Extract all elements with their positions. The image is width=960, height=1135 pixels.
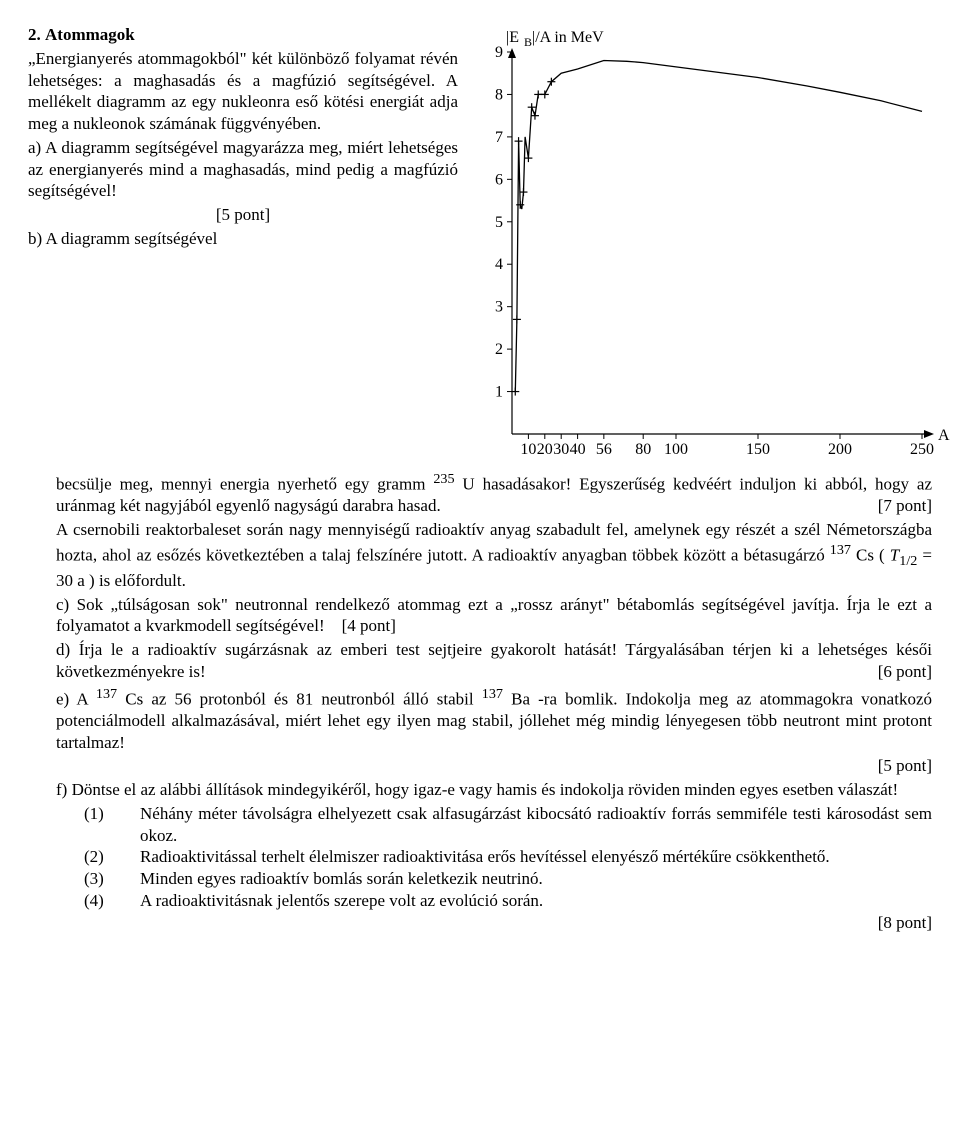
e-pre: e) A <box>56 689 96 708</box>
item-text: Néhány méter távolságra elhelyezett csak… <box>140 803 932 847</box>
list-item: (3) Minden egyes radioaktív bomlás során… <box>84 868 932 890</box>
item-text: Minden egyes radioaktív bomlás során kel… <box>140 868 932 890</box>
part-a: a) A diagramm segítségével magyarázza me… <box>28 137 458 202</box>
part-b-body: becsülje meg, mennyi energia nyerhető eg… <box>56 470 932 517</box>
e-sup1: 137 <box>96 686 117 702</box>
svg-text:30: 30 <box>553 441 569 458</box>
u235-sup: 235 <box>433 471 454 487</box>
svg-text:B: B <box>524 35 532 49</box>
svg-text:40: 40 <box>570 441 586 458</box>
svg-text:1: 1 <box>495 384 503 401</box>
svg-text:100: 100 <box>664 441 688 458</box>
item-text: A radioaktivitásnak jelentős szerepe vol… <box>140 890 932 912</box>
svg-text:56: 56 <box>596 441 612 458</box>
svg-text:|/A in MeV: |/A in MeV <box>532 29 604 46</box>
svg-text:3: 3 <box>495 299 503 316</box>
svg-text:5: 5 <box>495 214 503 231</box>
problem-title: Atommagok <box>45 25 135 44</box>
svg-text:9: 9 <box>495 44 503 61</box>
part-b-points: [7 pont] <box>878 495 932 517</box>
e-mid1: Cs az 56 protonból és 81 neutronból álló… <box>117 689 482 708</box>
part-d-points: [6 pont] <box>878 661 932 683</box>
svg-text:6: 6 <box>495 171 503 188</box>
statements-list: (1) Néhány méter távolságra elhelyezett … <box>84 803 932 912</box>
problem-number: 2. <box>28 25 41 44</box>
svg-text:2: 2 <box>495 341 503 358</box>
item-number: (3) <box>84 868 140 890</box>
part-f: f) Döntse el az alábbi állítások mindegy… <box>56 779 932 801</box>
cs-text: Cs ( <box>851 545 890 564</box>
svg-text:80: 80 <box>635 441 651 458</box>
halflife-sub: 1/2 <box>899 553 917 569</box>
part-b-prefix: b) A diagramm segítségével <box>28 228 458 250</box>
halflife-T: T <box>890 545 899 564</box>
chern-text-1: A csernobili reaktorbaleset során nagy m… <box>56 520 932 564</box>
binding-energy-chart: |EB|/A in MeVA12345678910203040568010015… <box>470 24 950 464</box>
item-number: (4) <box>84 890 140 912</box>
svg-text:20: 20 <box>537 441 553 458</box>
svg-text:A: A <box>938 427 950 444</box>
svg-text:150: 150 <box>746 441 770 458</box>
b-text-1: becsülje meg, mennyi energia nyerhető eg… <box>56 474 433 493</box>
item-number: (2) <box>84 846 140 868</box>
svg-text:4: 4 <box>495 256 503 273</box>
e-sup2: 137 <box>482 686 503 702</box>
cs137-sup: 137 <box>830 542 851 558</box>
intro-paragraph: „Energianyerés atommagokból" két különbö… <box>28 48 458 135</box>
svg-text:7: 7 <box>495 129 503 146</box>
c-text: c) Sok „túlságosan sok" neutronnal rende… <box>56 595 932 636</box>
part-d: d) Írja le a radioaktív sugárzásnak az e… <box>56 639 932 683</box>
item-number: (1) <box>84 803 140 847</box>
d-text: d) Írja le a radioaktív sugárzásnak az e… <box>56 640 932 681</box>
svg-text:10: 10 <box>520 441 536 458</box>
list-item: (2) Radioaktivitással terhelt élelmiszer… <box>84 846 932 868</box>
svg-text:8: 8 <box>495 86 503 103</box>
part-c-points: [4 pont] <box>342 616 396 635</box>
svg-text:250: 250 <box>910 441 934 458</box>
svg-text:|E: |E <box>506 29 519 46</box>
chernobyl-paragraph: A csernobili reaktorbaleset során nagy m… <box>56 519 932 592</box>
list-item: (4) A radioaktivitásnak jelentős szerepe… <box>84 890 932 912</box>
part-e: e) A 137 Cs az 56 protonból és 81 neutro… <box>56 685 932 754</box>
list-item: (1) Néhány méter távolságra elhelyezett … <box>84 803 932 847</box>
part-a-points: [5 pont] <box>28 204 458 226</box>
svg-text:200: 200 <box>828 441 852 458</box>
part-c: c) Sok „túlságosan sok" neutronnal rende… <box>56 594 932 638</box>
part-f-points: [8 pont] <box>56 912 932 934</box>
item-text: Radioaktivitással terhelt élelmiszer rad… <box>140 846 932 868</box>
part-e-points: [5 pont] <box>56 755 932 777</box>
